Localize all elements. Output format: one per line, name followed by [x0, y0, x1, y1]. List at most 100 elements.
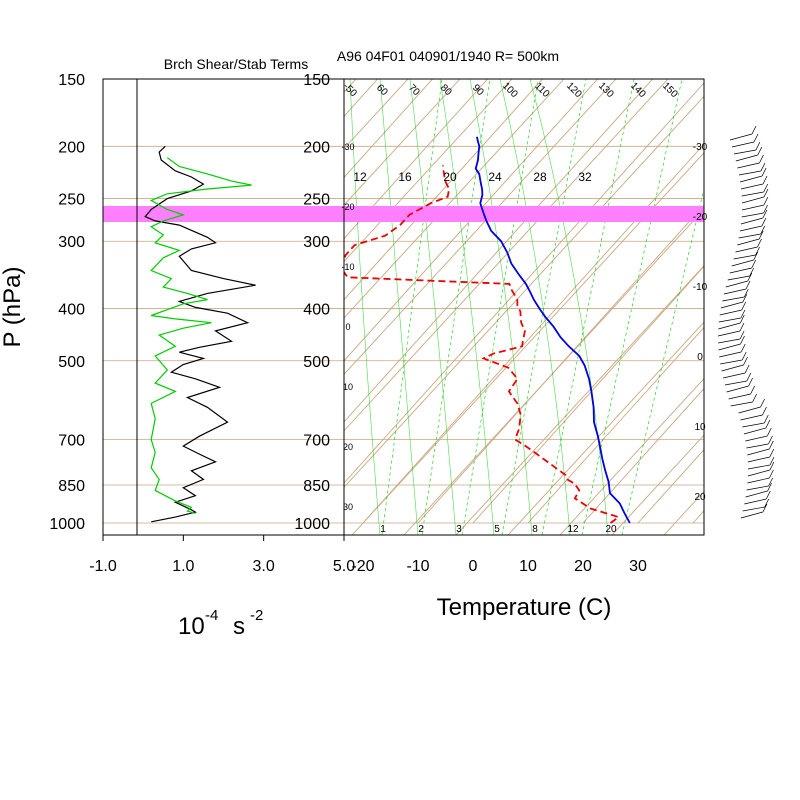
- moist-adiabat-4: [469, 79, 533, 535]
- isotherm-0: [472, 265, 704, 524]
- isotherm-label-6: 110: [532, 81, 551, 100]
- dry-adiabat-9: [768, 79, 800, 535]
- left-panel-series: [144, 145, 256, 523]
- isotherm--10: [417, 204, 704, 524]
- dry-adiabat-6: [611, 434, 704, 535]
- isotherm-30: [637, 448, 704, 524]
- isotherm-40: [692, 510, 704, 524]
- right-pressure-tick-500: 500: [303, 354, 330, 371]
- adiabat-label-left-3: 0: [345, 322, 350, 332]
- temp-xtick--10: -10: [406, 558, 429, 575]
- dry-adiabat--1: [344, 79, 669, 432]
- right-pressure-tick-400: 400: [303, 302, 330, 319]
- mixing-line-6: [621, 187, 704, 535]
- units-label: 10 -4 s -2: [178, 607, 263, 640]
- units-s: s: [233, 613, 245, 640]
- right-highlight-band: [344, 206, 704, 222]
- left-highlight-band: [103, 206, 344, 222]
- dry-adiabat-7: [663, 490, 704, 535]
- left-pressure-tick-500: 500: [58, 354, 85, 371]
- dry-adiabat-8: [716, 79, 800, 535]
- isotherm--100: [0, 79, 323, 523]
- mixing-line-0: [381, 79, 443, 535]
- dry-adiabat--2: [344, 79, 617, 375]
- isotherm-label-5: 100: [500, 80, 520, 100]
- dry-adiabat-4: [507, 321, 704, 535]
- mixing-label-top-16: 16: [398, 170, 412, 184]
- mixing-label-top-20: 20: [443, 170, 457, 184]
- mixing-label-bottom-20: 20: [605, 524, 617, 535]
- units-exponent-1: -4: [205, 607, 218, 624]
- left-pressure-tick-250: 250: [58, 192, 85, 209]
- left-xtick--1.0: -1.0: [89, 558, 117, 575]
- isotherm-20: [582, 387, 704, 524]
- isotherm-label-2: 70: [406, 82, 422, 98]
- right-pressure-tick-150: 150: [303, 72, 330, 89]
- isotherm--80: [344, 79, 433, 179]
- sounding-dewpoint-line: [344, 165, 621, 524]
- right-pressure-tick-300: 300: [303, 234, 330, 251]
- left-pressure-tick-850: 850: [58, 478, 85, 495]
- isotherm-label-3: 80: [438, 82, 454, 98]
- right-pressure-tick-850: 850: [303, 478, 330, 495]
- right-panel-title: A96 04F01 040901/1940 R= 500km: [337, 48, 559, 64]
- isotherm-label-10: 150: [660, 80, 680, 100]
- profile-line-green: [149, 157, 252, 514]
- left-panel-title: Brch Shear/Stab Terms: [164, 56, 308, 72]
- temp-xtick-30: 30: [629, 558, 647, 575]
- left-pressure-tick-700: 700: [58, 433, 85, 450]
- isotherm-label-9: 140: [628, 80, 648, 100]
- isotherm-label-1: 60: [374, 82, 390, 98]
- adiabat-label-left-4: 10: [343, 382, 353, 392]
- right-pressure-tick-200: 200: [303, 139, 330, 156]
- adiabat-label-left-6: 30: [343, 502, 353, 512]
- left-xtick-3.0: 3.0: [253, 558, 275, 575]
- isotherm--30: [344, 82, 704, 484]
- mixing-label-top-32: 32: [578, 170, 592, 184]
- mixing-line-4: [541, 79, 635, 535]
- isotherm--20: [362, 143, 704, 524]
- mixing-label-bottom-12: 12: [567, 524, 579, 535]
- temperature-axis-label: Temperature (C): [437, 594, 612, 621]
- adiabat-label-right-2: -10: [693, 282, 708, 293]
- mixing-line-2: [461, 79, 539, 535]
- temp-xtick--20: -20: [351, 558, 374, 575]
- isotherm-10: [527, 326, 704, 524]
- isotherm--110: [0, 79, 268, 523]
- adiabat-label-left-5: 20: [343, 442, 353, 452]
- left-xtick-1.0: 1.0: [172, 558, 194, 575]
- dry-adiabat-3: [455, 265, 704, 535]
- right-pressure-tick-250: 250: [303, 192, 330, 209]
- mixing-label-bottom-8: 8: [532, 524, 538, 535]
- adiabat-label-left-2: -10: [341, 262, 354, 272]
- left-pressure-tick-300: 300: [58, 234, 85, 251]
- wind-barb-strokes: [717, 125, 775, 519]
- adiabat-label-right-3: 0: [697, 352, 703, 363]
- adiabat-label-right-4: 10: [694, 422, 706, 433]
- left-xtick-5.0: 5.0: [333, 558, 355, 575]
- mixing-label-top-24: 24: [488, 170, 502, 184]
- dry-adiabat--4: [344, 79, 513, 263]
- pressure-axis-label: P (hPa): [0, 267, 26, 348]
- dry-adiabat-2: [403, 208, 704, 535]
- moist-adiabat-6: [529, 79, 609, 535]
- units-exponent-2: -2: [250, 607, 263, 624]
- left-pressure-tick-150: 150: [58, 72, 85, 89]
- left-panel-gridlines: [103, 79, 344, 524]
- moist-adiabat-2: [409, 79, 457, 535]
- right-pressure-tick-1000: 1000: [294, 516, 330, 533]
- skewt-frame: [343, 78, 705, 536]
- mixing-label-bottom-2: 2: [418, 524, 424, 535]
- skewt-background-lines: [0, 79, 800, 535]
- left-pressure-tick-1000: 1000: [49, 516, 85, 533]
- adiabat-label-right-5: 20: [694, 492, 706, 503]
- moist-adiabat-3: [439, 79, 495, 535]
- moist-adiabat-1: [379, 79, 419, 535]
- adiabat-label-left-0: -30: [341, 142, 354, 152]
- mixing-line-3: [501, 79, 587, 535]
- dry-adiabat-1: [351, 152, 704, 535]
- isotherm--60: [344, 79, 543, 301]
- adiabat-label-left-1: -20: [341, 202, 354, 212]
- units-base: 10: [178, 613, 205, 640]
